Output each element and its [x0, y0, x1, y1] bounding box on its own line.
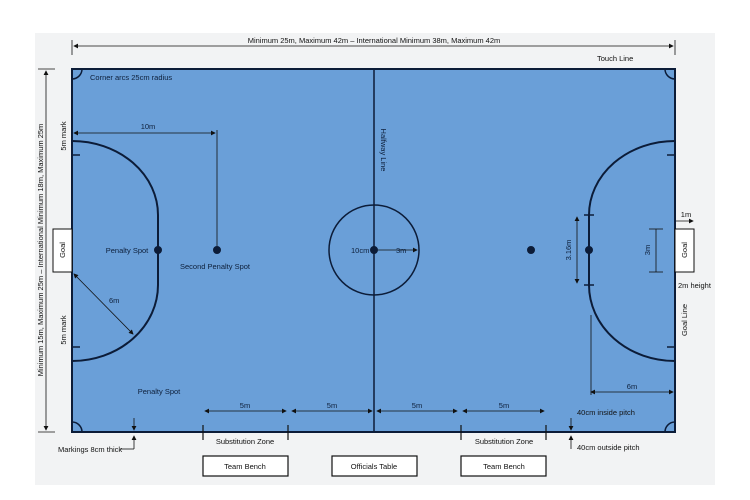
goal-width-label: 3m — [643, 245, 652, 255]
team-bench-left-label: Team Bench — [224, 462, 266, 471]
halfway-line-label: Halfway Line — [379, 129, 388, 172]
sub-5m-label: 5m — [240, 401, 250, 410]
second-penalty-spot-right — [527, 246, 535, 254]
goal-height-label: 2m height — [678, 281, 712, 290]
centre-spot — [370, 246, 378, 254]
goal-right-label: Goal — [680, 242, 689, 258]
markings-label: Markings 8cm thick — [58, 445, 122, 454]
6m-radius-label: 6m — [109, 296, 119, 305]
sub-5m-label: 5m — [412, 401, 422, 410]
goal-left-label: Goal — [58, 242, 67, 258]
spot-width-label: 3.16m — [564, 240, 573, 261]
outside-pitch-label: 40cm outside pitch — [577, 443, 640, 452]
10m-label: 10m — [141, 122, 156, 131]
inside-pitch-label: 40cm inside pitch — [577, 408, 635, 417]
penalty-spot-bottom-label: Penalty Spot — [138, 387, 181, 396]
goal-right — [674, 228, 695, 273]
corner-arc — [71, 421, 83, 433]
goal-depth-label: 1m — [681, 210, 691, 219]
sub-5m-label: 5m — [499, 401, 509, 410]
officials-table — [331, 455, 418, 477]
penalty-spot-left — [154, 246, 162, 254]
6m-right-label: 6m — [627, 382, 637, 391]
goal-left — [52, 228, 73, 273]
penalty-spot-right — [585, 246, 593, 254]
touch-line-label: Touch Line — [597, 54, 633, 63]
corner-arc — [664, 421, 676, 433]
team-bench-right-label: Team Bench — [483, 462, 525, 471]
sub-zone-right-label: Substitution Zone — [475, 437, 533, 446]
5m-mark-bottom-label: 5m mark — [59, 315, 68, 344]
width-label: Minimum 15m, Maximum 25m – International… — [36, 124, 45, 377]
team-bench-left — [202, 455, 289, 477]
centre-radius-label: 3m — [396, 246, 406, 255]
centre-spot-label: 10cm — [351, 246, 369, 255]
second-penalty-spot-left — [213, 246, 221, 254]
corner-arc — [71, 68, 83, 80]
corner-arc — [664, 68, 676, 80]
sub-5m-label: 5m — [327, 401, 337, 410]
sub-zone-left-label: Substitution Zone — [216, 437, 274, 446]
dimension-lines — [38, 40, 694, 450]
team-bench-right — [460, 455, 547, 477]
length-label: Minimum 25m, Maximum 42m – International… — [248, 36, 501, 45]
pitch — [71, 68, 676, 433]
officials-table-label: Officials Table — [351, 462, 397, 471]
5m-mark-top-label: 5m mark — [59, 121, 68, 150]
goal-line-label: Goal Line — [680, 304, 689, 336]
penalty-spot-label: Penalty Spot — [106, 246, 149, 255]
centre-circle — [328, 204, 420, 296]
second-penalty-spot-label: Second Penalty Spot — [180, 262, 251, 271]
corner-arcs-label: Corner arcs 25cm radius — [90, 73, 172, 82]
